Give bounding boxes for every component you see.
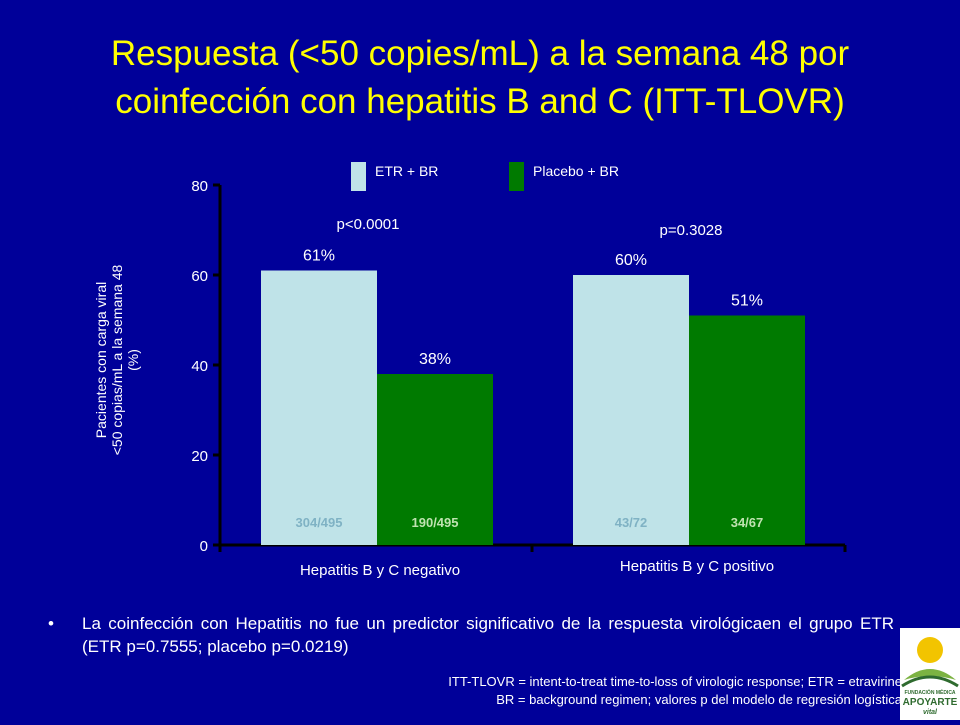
bullet-text: La coinfección con Hepatitis no fue un p… [82, 614, 894, 656]
title-line-1: Respuesta (<50 copies/mL) a la semana 48… [110, 34, 850, 73]
logo-arc [901, 675, 959, 688]
footnote-line-2: BR = background regimen; valores p del m… [496, 692, 902, 707]
bar-value-label: 38% [419, 351, 451, 368]
logo-sub: vital [922, 709, 937, 716]
category-label: Hepatitis B y C negativo [300, 562, 460, 579]
y-tick-label: 60 [191, 268, 208, 285]
bar-count-label: 304/495 [296, 515, 343, 530]
legend-swatch-etr [351, 162, 366, 191]
bar-count-label: 34/67 [731, 515, 764, 530]
logo-emblem [901, 637, 959, 688]
bar-placebo [377, 374, 493, 545]
logo-hill [904, 669, 956, 680]
y-axis-label-line: Pacientes con carga viral [93, 282, 109, 438]
y-axis-label-line: <50 copias/mL a la semana 48 [109, 265, 125, 456]
bar-value-label: 51% [731, 293, 763, 310]
y-tick-label: 0 [200, 538, 208, 555]
bar-etr [573, 275, 689, 545]
y-tick-label: 40 [191, 358, 208, 375]
category-label: Hepatitis B y C positivo [620, 558, 774, 575]
p-value-label: p<0.0001 [337, 216, 400, 233]
bar-etr [261, 270, 377, 545]
title-line-2: coinfección con hepatitis B and C (ITT-T… [115, 82, 845, 121]
slide-title: Respuesta (<50 copies/mL) a la semana 48… [30, 30, 930, 126]
y-axis-label-line: (%) [125, 349, 141, 371]
bar-value-label: 60% [615, 252, 647, 269]
y-tick-label: 80 [191, 178, 208, 195]
footnote-line-1: ITT-TLOVR = intent-to-treat time-to-loss… [448, 674, 902, 689]
bar-placebo [689, 315, 805, 545]
bar-count-label: 190/495 [412, 515, 459, 530]
bar-value-label: 61% [303, 248, 335, 265]
legend-label: Placebo + BR [533, 163, 619, 179]
y-axis-label: Pacientes con carga viral<50 copias/mL a… [93, 265, 141, 456]
y-tick-label: 20 [191, 448, 208, 465]
logo-sun [917, 637, 943, 663]
footnote: ITT-TLOVR = intent-to-treat time-to-loss… [448, 673, 902, 709]
logo-name: APOYARTE [902, 697, 958, 708]
apoyarte-logo: FUNDACIÓN MÉDICA APOYARTE vital [900, 628, 960, 720]
bullet-dot: • [48, 614, 54, 633]
p-value-label: p=0.3028 [660, 222, 723, 239]
legend-swatch-placebo [509, 162, 524, 191]
bar-count-label: 43/72 [615, 515, 648, 530]
legend-label: ETR + BR [375, 163, 438, 179]
logo-top-text: FUNDACIÓN MÉDICA [904, 690, 956, 696]
